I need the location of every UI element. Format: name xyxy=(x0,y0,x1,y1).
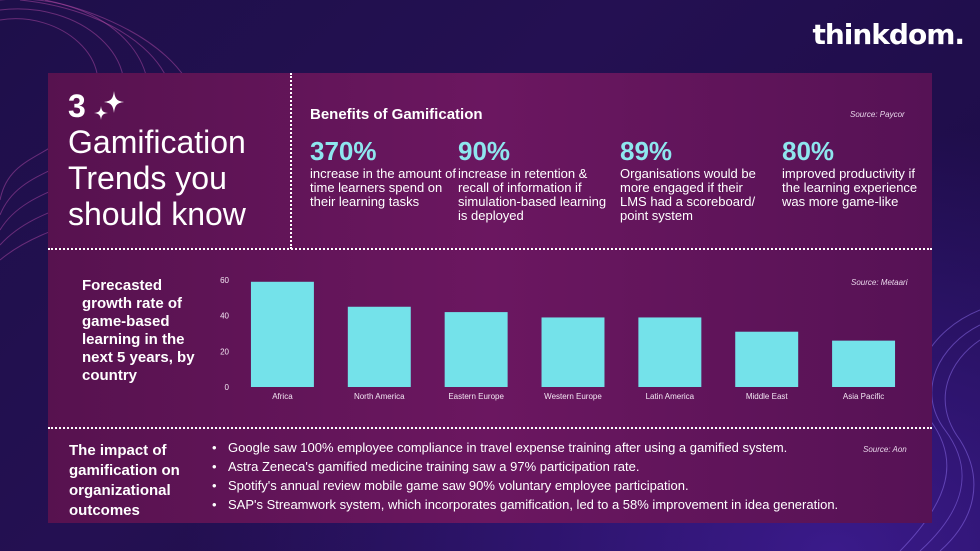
x-tick-label: Latin America xyxy=(646,392,695,401)
benefit-stat: 89% Organisations would be more engaged … xyxy=(620,136,772,223)
bullet-icon: • xyxy=(212,478,217,493)
sparkle-icon xyxy=(93,91,124,120)
heading-number: 3 xyxy=(68,88,86,124)
bar xyxy=(832,340,896,387)
content-panel xyxy=(48,73,932,523)
benefit-stat-value: 89% xyxy=(620,136,673,166)
bullet-icon: • xyxy=(212,459,217,474)
benefit-stat-value: 90% xyxy=(458,136,511,166)
list-item-text: Astra Zeneca's gamified medicine trainin… xyxy=(228,459,640,474)
brand-logo: thinkdom. xyxy=(812,18,965,51)
bullet-icon: • xyxy=(212,497,217,512)
x-tick-label: Eastern Europe xyxy=(448,392,504,401)
benefit-stat: 90% increase in retention & recall of in… xyxy=(458,136,610,223)
benefit-stat-text: improved productivity if the learning ex… xyxy=(782,166,918,209)
list-item-text: Google saw 100% employee compliance in t… xyxy=(228,440,788,455)
y-tick-label: 40 xyxy=(220,312,229,321)
benefit-stat-value: 80% xyxy=(782,136,835,166)
benefit-stat: 370% increase in the amount of time lear… xyxy=(310,136,462,209)
chart-title: Forecasted growth rate of game-based lea… xyxy=(82,277,195,384)
bullet-icon: • xyxy=(212,440,217,455)
y-tick-label: 0 xyxy=(225,383,230,392)
list-item: • Google saw 100% employee compliance in … xyxy=(212,438,838,457)
benefit-stat-text: Organisations would be more engaged if t… xyxy=(620,166,756,223)
page-heading: 3 Gamification Trends you should know xyxy=(68,88,283,232)
benefits-source: Source: Paycor xyxy=(850,110,905,119)
bar xyxy=(735,331,799,387)
chart-source: Source: Metaari xyxy=(851,278,908,287)
bar xyxy=(638,317,702,387)
y-tick-label: 60 xyxy=(220,276,229,285)
list-item: • Astra Zeneca's gamified medicine traini… xyxy=(212,457,838,476)
x-tick-label: Western Europe xyxy=(544,392,602,401)
heading-title: Gamification Trends you should know xyxy=(68,124,246,232)
bar xyxy=(347,306,411,387)
x-tick-label: North America xyxy=(354,392,405,401)
x-tick-label: Asia Pacific xyxy=(843,392,884,401)
x-tick-label: Middle East xyxy=(746,392,789,401)
list-item: • SAP's Streamwork system, which incorpor… xyxy=(212,495,838,514)
list-item: • Spotify's annual review mobile game saw… xyxy=(212,476,838,495)
impact-source: Source: Aon xyxy=(863,445,907,454)
benefit-stat-value: 370% xyxy=(310,136,377,166)
list-item-text: SAP's Streamwork system, which incorpora… xyxy=(228,497,839,512)
bar xyxy=(444,312,508,387)
bar xyxy=(541,317,605,387)
benefit-stat-text: increase in retention & recall of inform… xyxy=(458,166,607,223)
benefits-title: Benefits of Gamification xyxy=(310,106,483,123)
section-divider-bottom xyxy=(48,427,932,429)
benefit-stat: 80% improved productivity if the learnin… xyxy=(782,136,934,209)
impact-list: • Google saw 100% employee compliance in … xyxy=(212,438,838,514)
x-tick-label: Africa xyxy=(272,392,293,401)
y-tick-label: 20 xyxy=(220,347,229,356)
section-divider-top xyxy=(48,248,932,250)
benefit-stat-text: increase in the amount of time learners … xyxy=(310,166,456,209)
growth-bar-chart: 0 20 40 60 Africa North America Eastern Europe… xyxy=(220,276,896,401)
list-item-text: Spotify's annual review mobile game saw … xyxy=(228,478,689,493)
impact-title: The impact of gamification on organizati… xyxy=(69,442,180,519)
vertical-divider xyxy=(290,73,292,249)
bar xyxy=(250,281,314,387)
